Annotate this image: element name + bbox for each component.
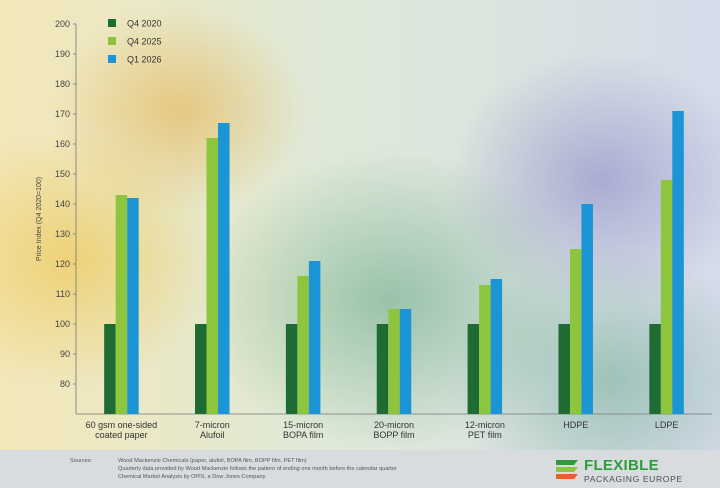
bar-q4-2020: [104, 324, 116, 414]
source-line-2: Quarterly data provided by Wood Mackenzi…: [118, 466, 397, 472]
y-tick-label: 190: [55, 49, 70, 59]
x-tick-label: PET film: [468, 430, 502, 440]
logo-mark-icon: [556, 460, 578, 479]
x-tick-label: BOPP film: [373, 430, 414, 440]
y-tick-label: 140: [55, 199, 70, 209]
bar-q1-2026: [581, 204, 593, 414]
legend-label: Q1 2026: [127, 55, 162, 65]
bar-q1-2026: [218, 123, 230, 414]
bar-q4-2025: [297, 276, 309, 414]
x-tick-label: HDPE: [563, 420, 588, 430]
x-tick-label: 60 gsm one-sided: [86, 420, 158, 430]
y-tick-label: 150: [55, 169, 70, 179]
sources-label: Sources:: [70, 458, 93, 464]
legend-swatch: [108, 55, 116, 63]
bar-q4-2025: [479, 285, 491, 414]
bar-q1-2026: [127, 198, 139, 414]
y-tick-label: 170: [55, 109, 70, 119]
source-line-1: Wood Mackenzie Chemicals (paper, alufoil…: [118, 458, 307, 464]
bar-q4-2020: [285, 324, 298, 414]
bar-q4-2025: [569, 249, 582, 414]
source-line-3: Chemical Market Analysis by OPIS, a Dow …: [118, 474, 266, 480]
logo-text-packaging-europe: PACKAGING EUROPE: [584, 474, 683, 484]
x-tick-label: 12-micron: [465, 420, 505, 430]
y-tick-label: 100: [55, 319, 70, 329]
x-tick-label: BOPA film: [283, 430, 323, 440]
x-tick-label: Alufoil: [200, 430, 225, 440]
bar-q4-2020: [558, 324, 570, 414]
bar-q4-2025: [660, 180, 673, 414]
bar-q1-2026: [308, 261, 321, 414]
bar-q1-2026: [490, 279, 503, 414]
bar-q4-2020: [649, 324, 661, 414]
bar-q4-2020: [376, 324, 389, 414]
x-tick-label: 7-micron: [195, 420, 230, 430]
bar-q4-2020: [467, 324, 480, 414]
bar-q4-2025: [206, 138, 219, 414]
legend-label: Q4 2020: [127, 19, 162, 29]
y-tick-label: 160: [55, 139, 70, 149]
footer: [0, 450, 720, 488]
bar-chart: 80 90 100 110 120 130 140 150 160 170 180 190 200 Pri…: [36, 19, 712, 440]
y-tick-label: 80: [60, 379, 70, 389]
x-tick-label: coated paper: [95, 430, 148, 440]
legend-swatch: [108, 37, 116, 45]
flexible-packaging-europe-logo: FLEXIBLE PACKAGING EUROPE: [556, 457, 706, 485]
x-tick-label: LDPE: [655, 420, 679, 430]
y-tick-label: 90: [60, 349, 70, 359]
y-tick-label: 200: [55, 19, 70, 29]
y-tick-label: 130: [55, 229, 70, 239]
y-tick-label: 110: [56, 289, 70, 299]
bar-q1-2026: [399, 309, 412, 414]
y-tick-label: 180: [55, 79, 70, 89]
x-tick-label: 20-micron: [374, 420, 414, 430]
x-tick-label: 15-micron: [283, 420, 323, 430]
logo-text-flexible: FLEXIBLE: [584, 457, 659, 474]
bar-q4-2025: [115, 195, 128, 414]
legend-label: Q4 2025: [127, 37, 162, 47]
bar-q4-2025: [388, 309, 400, 414]
bar-q4-2020: [195, 324, 207, 414]
y-axis-title: Price Index (Q4 2020=100): [36, 177, 43, 261]
legend-swatch: [108, 19, 116, 27]
bar-q1-2026: [672, 111, 684, 414]
y-tick-label: 120: [55, 259, 70, 269]
